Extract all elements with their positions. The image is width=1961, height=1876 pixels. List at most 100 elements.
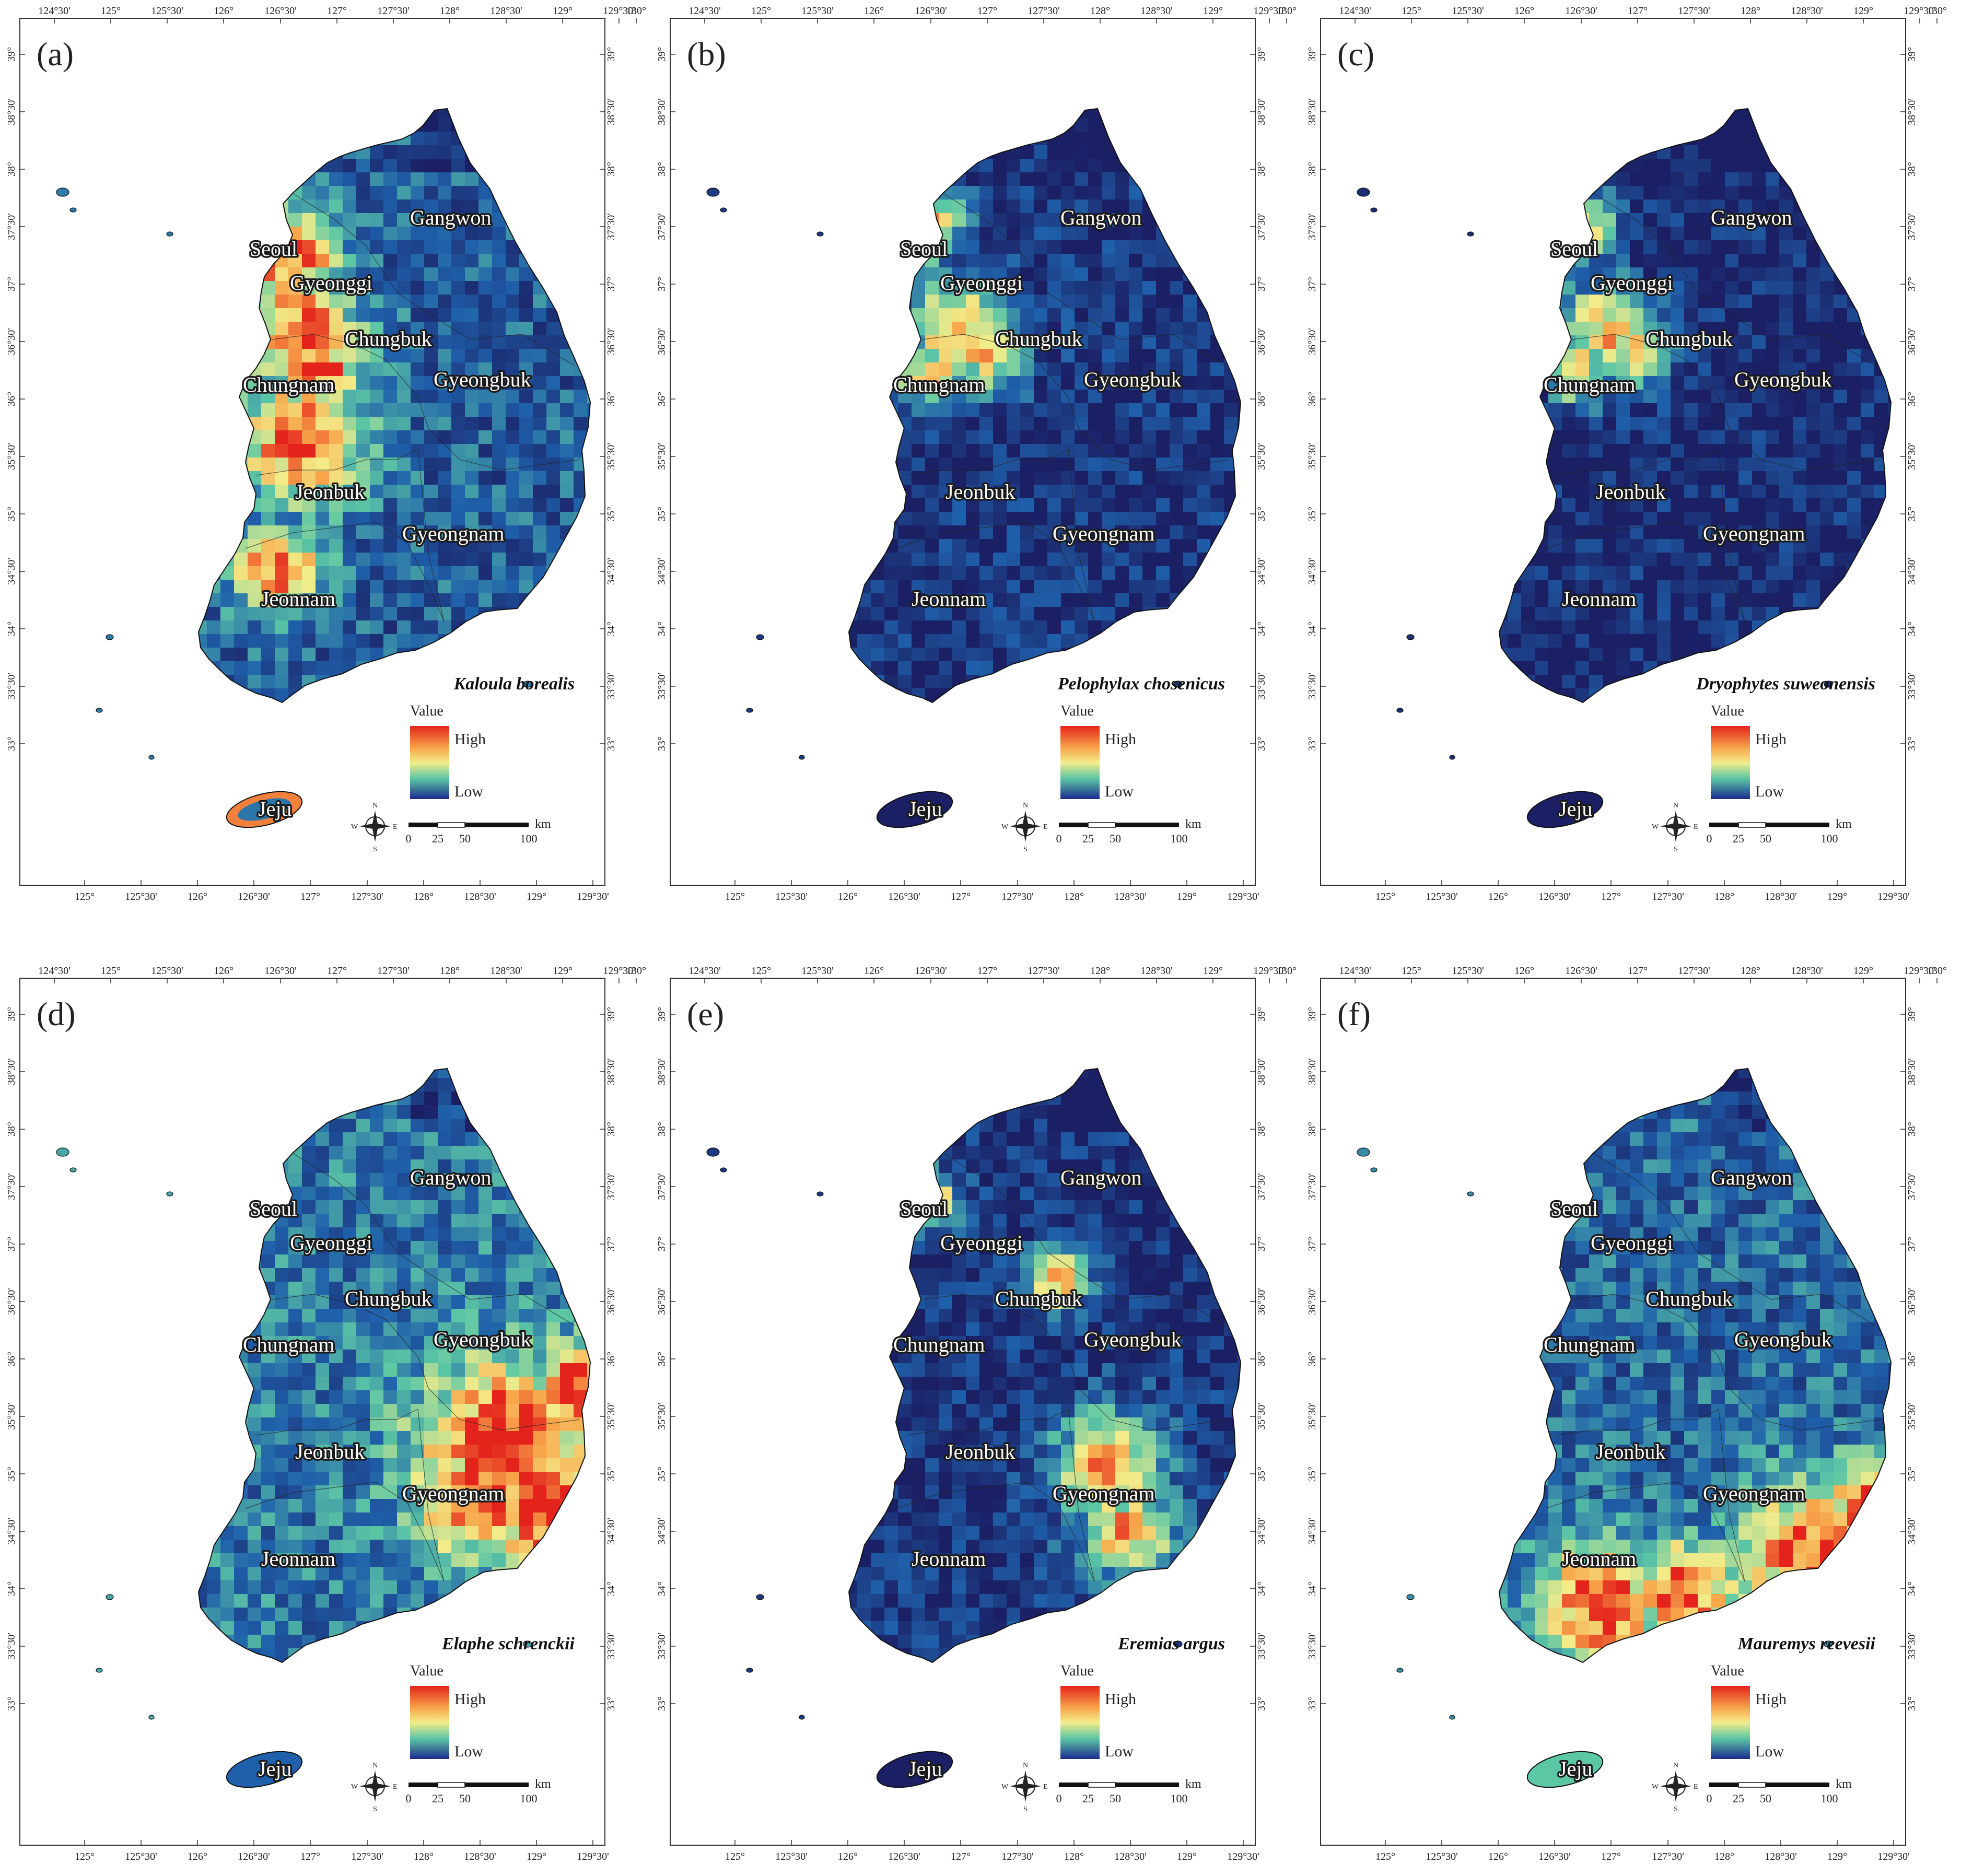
habitat-cell bbox=[1156, 417, 1170, 431]
habitat-cell bbox=[411, 186, 425, 200]
habitat-cell bbox=[248, 444, 262, 458]
habitat-cell bbox=[343, 458, 357, 472]
habitat-cell bbox=[220, 580, 235, 594]
habitat-cell bbox=[465, 240, 479, 254]
habitat-cell bbox=[1603, 390, 1617, 404]
habitat-cell bbox=[316, 295, 330, 309]
habitat-cell bbox=[1806, 593, 1820, 607]
habitat-cell bbox=[316, 1132, 330, 1146]
habitat-cell bbox=[356, 1214, 370, 1228]
habitat-cell bbox=[979, 186, 994, 200]
habitat-cell bbox=[1630, 240, 1644, 254]
habitat-cell bbox=[1725, 172, 1739, 186]
habitat-cell bbox=[1684, 145, 1698, 159]
habitat-cell bbox=[519, 512, 533, 526]
habitat-cell bbox=[560, 471, 574, 485]
lon-label-top: 126°30' bbox=[264, 5, 297, 17]
habitat-cell bbox=[478, 593, 493, 607]
habitat-cell bbox=[1820, 471, 1834, 485]
habitat-cell bbox=[939, 254, 953, 268]
habitat-cell bbox=[912, 376, 926, 390]
habitat-cell bbox=[1725, 254, 1739, 268]
habitat-cell bbox=[1047, 444, 1061, 458]
habitat-cell bbox=[478, 376, 493, 390]
habitat-cell bbox=[1575, 308, 1590, 322]
habitat-cell bbox=[302, 648, 316, 662]
habitat-cell bbox=[925, 675, 939, 689]
habitat-cell bbox=[220, 607, 235, 621]
habitat-cell bbox=[1793, 390, 1807, 404]
habitat-cell bbox=[316, 661, 330, 675]
habitat-cell bbox=[1047, 471, 1061, 485]
habitat-cell bbox=[356, 1173, 370, 1187]
habitat-cell bbox=[1007, 172, 1021, 186]
habitat-cell bbox=[1007, 430, 1021, 444]
habitat-cell bbox=[546, 417, 561, 431]
habitat-cell bbox=[533, 322, 547, 336]
habitat-cell bbox=[1210, 458, 1224, 472]
province-boundary bbox=[921, 334, 1231, 471]
region-label: Chungbuk bbox=[995, 327, 1082, 350]
habitat-cell bbox=[275, 634, 289, 648]
habitat-cell bbox=[925, 580, 939, 594]
habitat-cell bbox=[1088, 607, 1102, 621]
habitat-cell bbox=[1115, 512, 1129, 526]
habitat-cell bbox=[1738, 213, 1753, 227]
habitat-cell bbox=[546, 403, 561, 417]
habitat-cell bbox=[1738, 417, 1753, 431]
habitat-cell bbox=[261, 403, 275, 417]
habitat-cell bbox=[1671, 254, 1685, 268]
habitat-cell bbox=[1562, 444, 1576, 458]
habitat-cell bbox=[370, 213, 384, 227]
habitat-cell bbox=[506, 430, 520, 444]
habitat-cell bbox=[912, 444, 926, 458]
habitat-cell bbox=[1603, 430, 1617, 444]
habitat-cell bbox=[465, 254, 479, 268]
habitat-cell bbox=[1129, 240, 1143, 254]
habitat-cell bbox=[424, 267, 438, 282]
habitat-cell bbox=[316, 430, 330, 444]
habitat-cell bbox=[1657, 430, 1671, 444]
habitat-cell bbox=[1684, 390, 1698, 404]
habitat-cell bbox=[248, 620, 262, 635]
habitat-cell bbox=[1129, 566, 1143, 580]
habitat-cell bbox=[1643, 566, 1657, 580]
habitat-cell bbox=[316, 362, 330, 377]
habitat-cell bbox=[574, 417, 588, 431]
habitat-cell bbox=[1671, 213, 1685, 227]
habitat-cell bbox=[1197, 417, 1211, 431]
habitat-cell bbox=[1779, 444, 1793, 458]
habitat-cell bbox=[1630, 403, 1644, 417]
habitat-cell bbox=[451, 498, 465, 512]
legend-title: Value bbox=[410, 703, 443, 719]
habitat-cell bbox=[1102, 281, 1116, 295]
habitat-cell bbox=[1061, 634, 1075, 648]
habitat-cell bbox=[370, 580, 384, 594]
habitat-cell bbox=[1738, 553, 1753, 567]
habitat-cell bbox=[248, 634, 262, 648]
habitat-cell bbox=[1698, 458, 1712, 472]
habitat-cell bbox=[1562, 661, 1576, 675]
habitat-cell bbox=[966, 322, 980, 336]
habitat-cell bbox=[424, 512, 438, 526]
habitat-cell bbox=[1806, 403, 1820, 417]
habitat-cell bbox=[1738, 295, 1753, 309]
habitat-cell bbox=[438, 1092, 452, 1106]
habitat-cell bbox=[993, 607, 1007, 621]
habitat-cell bbox=[1088, 539, 1102, 553]
habitat-cell bbox=[492, 403, 506, 417]
lat-label-right: 35° bbox=[1906, 507, 1918, 521]
lon-label-top: 129° bbox=[553, 5, 573, 17]
habitat-cell bbox=[316, 335, 330, 349]
habitat-cell bbox=[451, 308, 465, 322]
habitat-cell bbox=[1779, 539, 1793, 553]
habitat-cell bbox=[383, 349, 398, 363]
habitat-cell bbox=[1725, 390, 1739, 404]
habitat-cell bbox=[1548, 525, 1562, 540]
scale-tick-label: 25 bbox=[1082, 832, 1094, 845]
habitat-cell bbox=[1766, 593, 1780, 607]
habitat-cell bbox=[979, 648, 994, 662]
habitat-cell bbox=[1684, 227, 1698, 241]
habitat-cell bbox=[1603, 227, 1617, 241]
habitat-cell bbox=[343, 159, 357, 173]
